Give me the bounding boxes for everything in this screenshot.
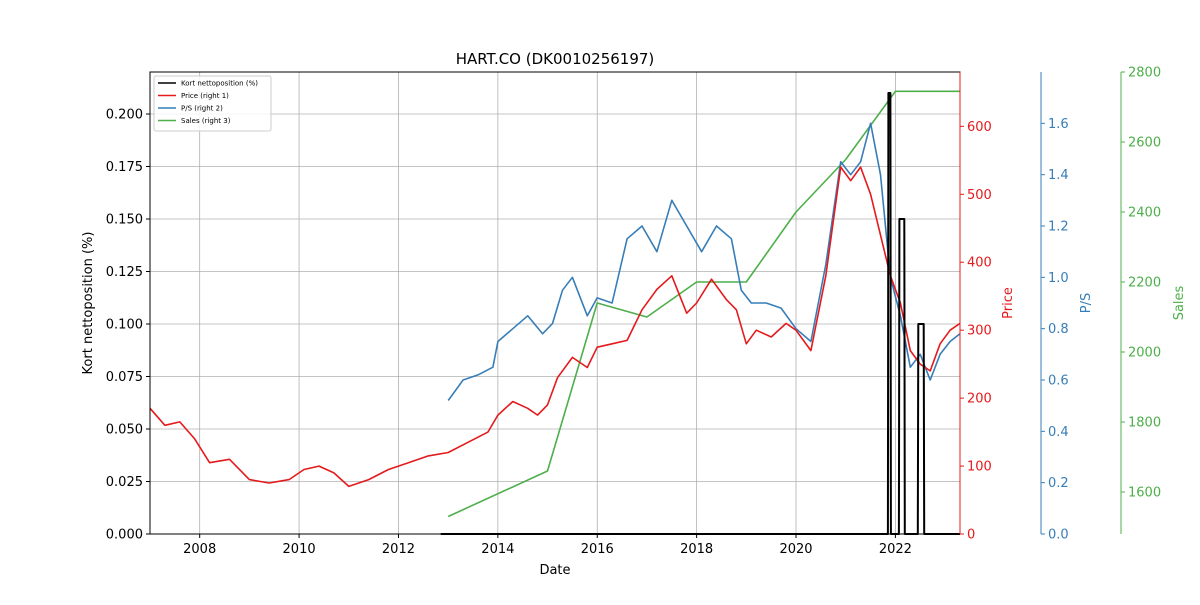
sales-tick-label: 2800 bbox=[1128, 66, 1161, 81]
legend-label: Price (right 1) bbox=[181, 92, 229, 100]
left-tick-label: 0.075 bbox=[106, 370, 143, 385]
price-tick-label: 100 bbox=[967, 460, 992, 475]
x-tick-label: 2016 bbox=[581, 542, 614, 557]
sales-tick-label: 1600 bbox=[1128, 486, 1161, 501]
legend: Kort nettoposition (%) Price (right 1) P/S… bbox=[153, 75, 272, 132]
price-tick-label: 200 bbox=[967, 392, 992, 407]
legend-label: Sales (right 3) bbox=[181, 117, 231, 125]
ps-tick-label: 0.0 bbox=[1048, 528, 1069, 543]
legend-box bbox=[153, 75, 272, 132]
left-tick-label: 0.125 bbox=[106, 265, 143, 280]
ps-tick-label: 1.0 bbox=[1048, 271, 1069, 286]
sales-tick-label: 1800 bbox=[1128, 416, 1161, 431]
plot-frame bbox=[149, 71, 961, 535]
x-tick-label: 2020 bbox=[779, 542, 812, 557]
ps-tick-label: 0.4 bbox=[1048, 425, 1069, 440]
legend-label: P/S (right 2) bbox=[181, 105, 223, 113]
left-tick-label: 0.200 bbox=[106, 108, 143, 123]
price-tick-label: 600 bbox=[967, 120, 992, 135]
series-line-4 bbox=[447, 90, 960, 518]
price-tick-label: 400 bbox=[967, 256, 992, 271]
x-tick-label: 2012 bbox=[382, 542, 415, 557]
series-line-2 bbox=[149, 166, 961, 488]
x-axis-label: Date bbox=[539, 563, 570, 578]
price-tick-label: 300 bbox=[967, 324, 992, 339]
ps-tick-label: 1.4 bbox=[1048, 168, 1069, 183]
legend-label: Kort nettoposition (%) bbox=[181, 80, 258, 88]
x-tick-label: 2022 bbox=[879, 542, 912, 557]
ps-tick-label: 1.6 bbox=[1048, 117, 1069, 132]
sales-tick-label: 2400 bbox=[1128, 206, 1161, 221]
series-layer bbox=[149, 90, 961, 535]
sales-tick-label: 2000 bbox=[1128, 346, 1161, 361]
left-tick-label: 0.000 bbox=[106, 528, 143, 543]
series-line-3 bbox=[447, 122, 961, 401]
x-tick-label: 2010 bbox=[283, 542, 316, 557]
axes-layer: 2008 2010 2012 2014 2016 2018 2020 2022 0.000 0.0… bbox=[81, 66, 1187, 558]
left-tick-label: 0.175 bbox=[106, 160, 143, 175]
grid-layer bbox=[150, 72, 960, 535]
ps-axis-label: P/S bbox=[1079, 293, 1094, 313]
sales-tick-label: 2600 bbox=[1128, 136, 1161, 151]
sales-axis-label: Sales bbox=[1172, 285, 1187, 320]
x-tick-label: 2008 bbox=[183, 542, 216, 557]
price-axis-label: Price bbox=[1001, 287, 1016, 319]
ps-tick-label: 0.6 bbox=[1048, 374, 1069, 389]
price-tick-label: 0 bbox=[967, 528, 975, 543]
series-line-1 bbox=[440, 92, 960, 535]
chart-title: HART.CO (DK0010256197) bbox=[456, 50, 655, 68]
left-axis-label: Kort nettoposition (%) bbox=[81, 232, 96, 375]
x-tick-label: 2018 bbox=[680, 542, 713, 557]
left-tick-label: 0.050 bbox=[106, 423, 143, 438]
price-tick-label: 500 bbox=[967, 188, 992, 203]
left-tick-label: 0.100 bbox=[106, 318, 143, 333]
left-tick-label: 0.150 bbox=[106, 213, 143, 228]
x-tick-label: 2014 bbox=[481, 542, 514, 557]
ps-tick-label: 0.2 bbox=[1048, 476, 1069, 491]
ps-tick-label: 1.2 bbox=[1048, 220, 1069, 235]
left-tick-label: 0.025 bbox=[106, 475, 143, 490]
sales-tick-label: 2200 bbox=[1128, 276, 1161, 291]
ps-tick-label: 0.8 bbox=[1048, 322, 1069, 337]
